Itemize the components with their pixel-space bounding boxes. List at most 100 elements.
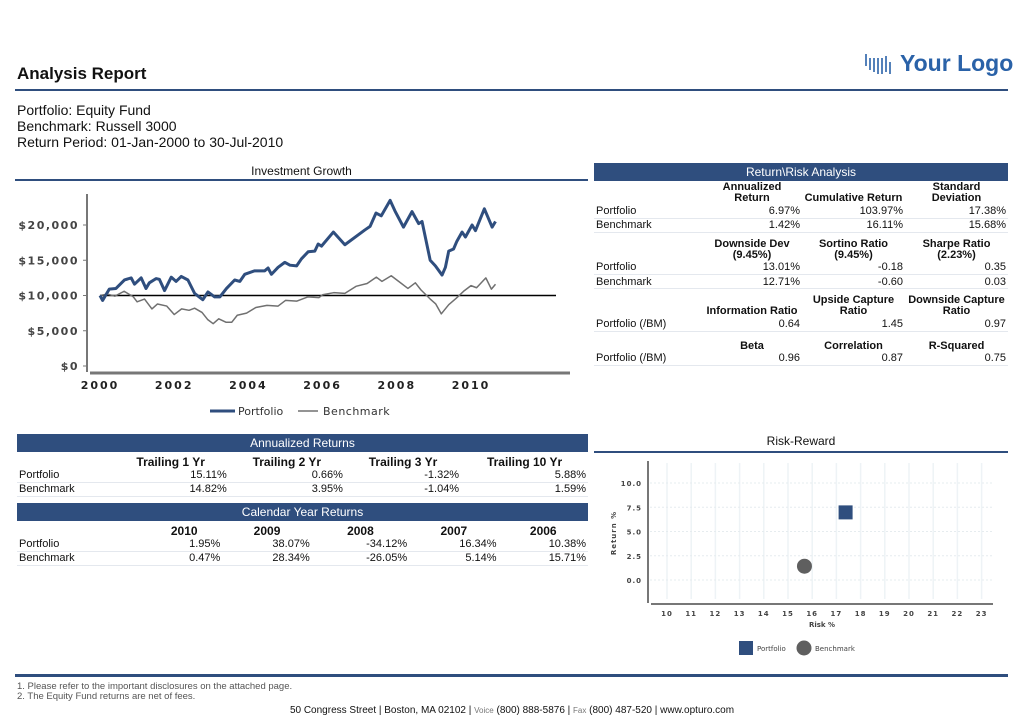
annualized-returns-header: Annualized Returns (17, 434, 588, 452)
column-header: 2007 (440, 524, 468, 538)
x-tick-label: 23 (976, 610, 988, 618)
x-tick-label: 2004 (229, 379, 268, 392)
value-cell: 0.03 (905, 274, 1008, 289)
x-tick-label: 11 (685, 610, 697, 618)
portfolio-point (838, 505, 853, 520)
risk-reward-chart: 0.0 2.5 5.0 7.5 10.0 10 11 12 13 14 15 16 17 18 19 20 21… (610, 461, 993, 656)
value-cell: -0.60 (802, 274, 905, 289)
row-label-header (594, 239, 702, 261)
x-tick-label: 22 (952, 610, 964, 618)
row-label-header (17, 523, 146, 537)
value-cell: 12.71% (702, 274, 802, 289)
section-divider (594, 451, 1008, 453)
benchmark-point (796, 558, 812, 574)
x-tick-label: 16 (806, 610, 818, 618)
row-label: Benchmark (17, 551, 147, 566)
table-row: Benchmark 0.47% 28.34% -26.05% 5.14% 15.71% (17, 551, 588, 566)
x-tick-label: 13 (734, 610, 746, 618)
column-header: Upside Capture Ratio (812, 294, 895, 317)
legend-portfolio-label: Portfolio (757, 645, 786, 653)
value-cell: 17.38% (905, 204, 1008, 219)
y-tick-label: $5,000 (28, 325, 79, 338)
row-label: Portfolio (17, 468, 113, 483)
header-row: Annualized Return Cumulative Return Standa… (594, 182, 1008, 204)
investment-growth-title: Investment Growth (251, 164, 352, 178)
value-cell: 6.97% (702, 204, 802, 219)
x-tick-label: 2000 (81, 379, 120, 392)
barcode-logo-icon (865, 53, 891, 74)
benchmark-line (99, 275, 497, 325)
value-cell: 0.87 (802, 351, 905, 366)
value-cell: 28.34% (222, 551, 312, 566)
x-tick-label: 21 (927, 610, 939, 618)
x-tick-label: 2010 (452, 379, 491, 392)
column-header: 2010 (170, 524, 198, 538)
legend-benchmark-swatch (796, 640, 812, 656)
x-tick-label: 18 (855, 610, 867, 618)
column-header: Downside Dev (9.45%) (714, 237, 790, 261)
value-cell: -1.04% (344, 482, 462, 497)
column-header: Beta (740, 339, 764, 352)
x-tick-label: 15 (782, 610, 794, 618)
benchmark-name: Benchmark: Russell 3000 (17, 118, 177, 134)
column-header: 2008 (347, 524, 374, 538)
return-period: Return Period: 01-Jan-2000 to 30-Jul-201… (17, 134, 284, 150)
row-label-header (594, 295, 702, 317)
x-tick-label: 10 (661, 610, 673, 618)
header-divider (15, 89, 1008, 91)
x-tick-label: 2008 (377, 379, 416, 392)
row-label: Portfolio (594, 260, 702, 275)
table-row: Portfolio 6.97% 103.97% 17.38% (594, 204, 1008, 219)
value-cell: 16.11% (802, 218, 905, 233)
header-row: Trailing 1 Yr Trailing 2 Yr Trailing 3 Yr T… (17, 454, 588, 468)
row-label-header (594, 338, 702, 352)
table-row: Portfolio (/BM) 0.96 0.87 0.75 (594, 351, 1008, 366)
risk-group-table: Beta Correlation R-Squared Portfolio (/BM) 0… (594, 338, 1008, 366)
value-cell: 1.59% (461, 482, 588, 497)
company-logo: Your Logo (864, 50, 1013, 77)
y-tick-label: $10,000 (18, 290, 79, 303)
table-row: Portfolio 1.95% 38.07% -34.12% 16.34% 10.38% (17, 537, 588, 552)
value-cell: 3.95% (228, 482, 345, 497)
value-cell: 0.96 (702, 351, 802, 366)
x-axis-label: Risk % (809, 621, 835, 629)
header-row: 2010 2009 2008 2007 2006 (17, 523, 588, 537)
value-cell: -26.05% (311, 551, 410, 566)
table-row: Portfolio 15.11% 0.66% -1.32% 5.88% (17, 468, 588, 483)
investment-growth-chart: $0 $5,000 $10,000 $15,000 $20,000 2000 2002 200… (18, 194, 570, 418)
column-header: Trailing 1 Yr (136, 455, 205, 469)
column-header: Correlation (824, 339, 883, 352)
y-axis-label: Return % (610, 511, 618, 555)
row-label: Portfolio (17, 537, 147, 552)
value-cell: 16.34% (409, 537, 499, 552)
value-cell: 0.97 (905, 317, 1008, 332)
table-row: Benchmark 14.82% 3.95% -1.04% 1.59% (17, 482, 588, 497)
value-cell: 0.64 (702, 317, 802, 332)
column-header: R-Squared (928, 339, 985, 352)
legend-benchmark-label: Benchmark (323, 405, 390, 418)
value-cell: -0.18 (802, 260, 905, 275)
value-cell: 10.38% (498, 537, 588, 552)
value-cell: 15.71% (498, 551, 588, 566)
value-cell: 1.45 (802, 317, 905, 332)
fax-and-website: (800) 487-520 | www.opturo.com (586, 705, 735, 716)
row-label: Benchmark (17, 482, 113, 497)
value-cell: 1.42% (702, 218, 802, 233)
value-cell: 14.82% (112, 482, 229, 497)
value-cell: 38.07% (222, 537, 312, 552)
risk-group-table: Information Ratio Upside Capture Ratio Dow… (594, 295, 1008, 332)
value-cell: 0.75 (905, 351, 1008, 366)
legend-portfolio-label: Portfolio (238, 405, 284, 418)
header-row: Information Ratio Upside Capture Ratio Dow… (594, 295, 1008, 317)
y-tick-label: 2.5 (627, 553, 642, 561)
footnotes: 1. Please refer to the important disclos… (17, 682, 292, 702)
y-tick-label: 10.0 (621, 480, 642, 488)
table-row: Benchmark 1.42% 16.11% 15.68% (594, 218, 1008, 233)
return-risk-table: Annualized Return Cumulative Return Standa… (594, 182, 1008, 372)
table-row: Portfolio (/BM) 0.64 1.45 0.97 (594, 317, 1008, 332)
value-cell: 15.68% (905, 218, 1008, 233)
row-label-header (17, 454, 113, 468)
annualized-returns-table: Trailing 1 Yr Trailing 2 Yr Trailing 3 Yr T… (17, 454, 588, 497)
column-header: Sharpe Ratio (2.23%) (922, 237, 991, 261)
footer-divider (15, 674, 1008, 677)
